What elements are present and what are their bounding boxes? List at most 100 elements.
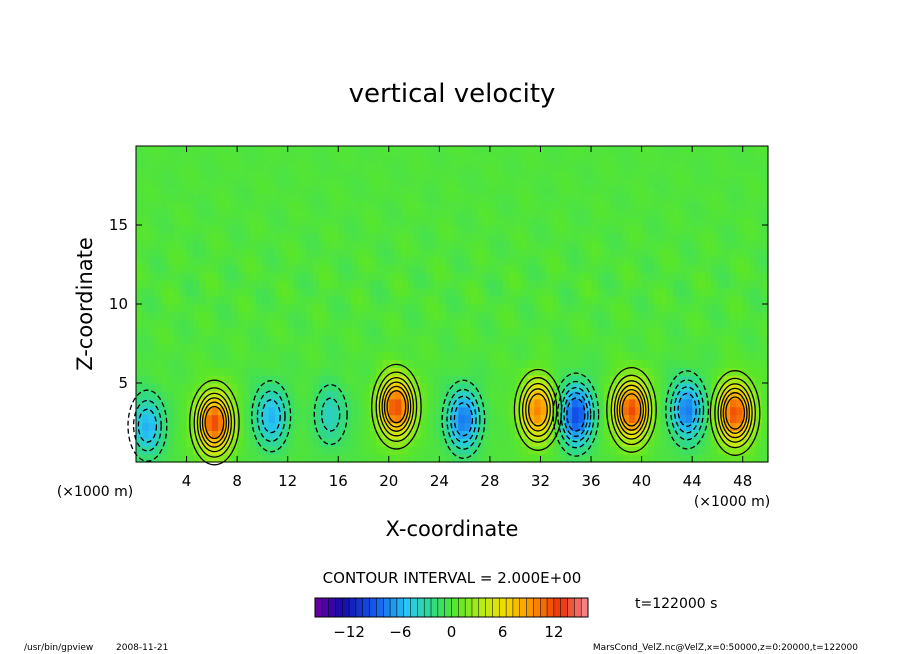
field-cell (597, 264, 605, 273)
field-cell (565, 209, 573, 218)
field-cell (654, 264, 662, 273)
field-cell (546, 264, 554, 273)
field-cell (300, 248, 308, 258)
field-cell (470, 438, 478, 447)
field-cell (635, 311, 643, 321)
field-cell (376, 367, 384, 376)
field-cell (452, 375, 459, 384)
field-cell (483, 422, 491, 431)
downdraft-contour (313, 384, 348, 446)
field-cell (641, 209, 649, 218)
field-cell (452, 343, 459, 352)
field-cell (521, 398, 529, 408)
colorbar-segment (567, 597, 575, 618)
field-cell (439, 296, 447, 305)
field-cell (249, 185, 257, 194)
field-cell (439, 351, 447, 360)
field-cell (294, 264, 301, 273)
field-cell (761, 272, 769, 281)
field-cell (262, 272, 270, 281)
field-cell (142, 240, 150, 250)
field-cell (496, 304, 504, 313)
field-cell (559, 288, 567, 297)
field-cell (584, 248, 592, 258)
field-cell (173, 272, 181, 281)
field-cell (275, 398, 282, 408)
field-cell (496, 406, 504, 416)
field-cell (572, 296, 579, 305)
colorbar-segment (423, 597, 432, 618)
field-cell (496, 153, 504, 163)
field-cell (211, 225, 219, 234)
field-cell (331, 414, 339, 424)
field-cell (407, 193, 415, 202)
field-cell (496, 335, 504, 345)
field-cell (350, 280, 358, 289)
field-cell (294, 280, 301, 289)
field-cell (730, 454, 737, 463)
field-cell (167, 319, 175, 329)
field-cell (578, 256, 586, 266)
field-cell (407, 319, 415, 329)
field-cell (723, 153, 731, 163)
field-cell (692, 248, 700, 258)
field-cell (755, 161, 763, 171)
field-cell (186, 327, 194, 337)
field-cell (483, 311, 491, 321)
field-cell (173, 319, 181, 329)
field-cell (502, 304, 510, 313)
field-cell (736, 193, 744, 202)
field-cell (730, 327, 737, 337)
field-cell (464, 390, 472, 400)
field-cell (521, 375, 529, 384)
field-cell (502, 351, 510, 360)
field-cell (224, 264, 232, 273)
field-cell (256, 375, 263, 384)
field-cell (338, 232, 346, 242)
field-cell (312, 398, 320, 408)
field-cell (199, 201, 207, 210)
field-cell (489, 430, 497, 439)
field-cell (458, 240, 466, 250)
field-cell (704, 438, 712, 447)
field-cell (749, 161, 756, 171)
field-cell (489, 146, 497, 155)
field-cell (388, 446, 396, 455)
field-cell (496, 359, 504, 368)
field-cell (350, 209, 358, 218)
field-cell (205, 193, 213, 202)
field-cell (565, 390, 573, 400)
field-cell (186, 146, 194, 155)
field-cell (666, 422, 674, 431)
field-cell (218, 264, 226, 273)
field-cell (635, 335, 643, 345)
field-cell (237, 209, 245, 218)
field-cell (685, 398, 693, 408)
field-cell (136, 209, 143, 218)
field-cell (477, 217, 485, 226)
field-cell (426, 454, 434, 463)
field-cell (470, 248, 478, 258)
field-cell (685, 264, 693, 273)
field-cell (527, 193, 535, 202)
field-cell (294, 383, 301, 392)
field-cell (635, 359, 643, 368)
field-cell (218, 201, 226, 210)
field-cell (704, 256, 712, 266)
chart-title: vertical velocity (349, 79, 556, 109)
field-cell (496, 438, 504, 447)
field-cell (211, 209, 219, 218)
field-cell (211, 288, 219, 297)
field-cell (736, 351, 744, 360)
field-cell (350, 240, 358, 250)
field-cell (439, 225, 447, 234)
field-cell (350, 319, 358, 329)
field-cell (395, 335, 403, 345)
field-cell (559, 311, 567, 321)
field-cell (237, 304, 245, 313)
field-cell (641, 225, 649, 234)
field-cell (306, 146, 314, 155)
field-cell (572, 406, 579, 416)
field-cell (167, 335, 175, 345)
field-cell (489, 232, 497, 242)
